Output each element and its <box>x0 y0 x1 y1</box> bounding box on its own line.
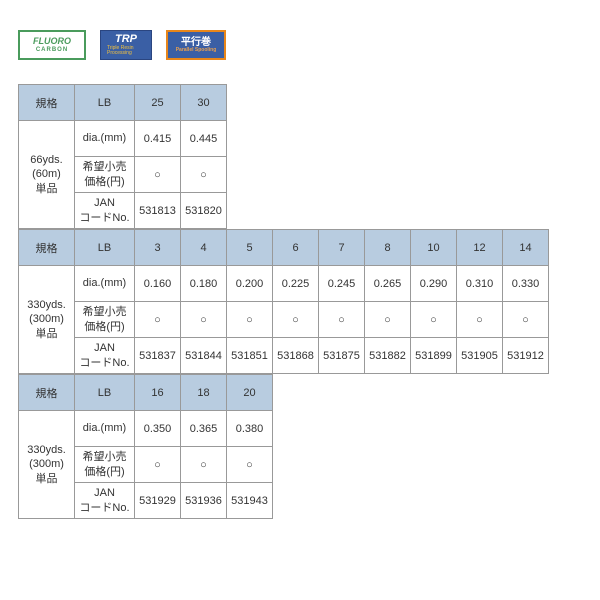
lb-header-cell: 8 <box>365 230 411 266</box>
table-cell: ○ <box>503 302 549 338</box>
spec-header: 規格 <box>19 230 75 266</box>
lb-header-cell: 4 <box>181 230 227 266</box>
table-row: JANコードNo. 531837531844531851531868531875… <box>19 338 549 374</box>
badge-row: FLUORO CARBON TRP Triple Resin Processin… <box>18 30 582 60</box>
table-row: 66yds.(60m)単品 dia.(mm) 0.4150.445 <box>19 121 227 157</box>
table-cell: ○ <box>135 157 181 193</box>
lb-header: LB <box>75 230 135 266</box>
table-cell: ○ <box>457 302 503 338</box>
lb-header-cell: 16 <box>135 375 181 411</box>
lb-header-cell: 10 <box>411 230 457 266</box>
lb-header-cell: 5 <box>227 230 273 266</box>
table-cell: ○ <box>365 302 411 338</box>
table-cell: 0.445 <box>181 121 227 157</box>
table-cell: 0.350 <box>135 411 181 447</box>
table-cell: 531912 <box>503 338 549 374</box>
trp-badge: TRP Triple Resin Processing <box>100 30 152 60</box>
table-row: 規格 LB 161820 <box>19 375 273 411</box>
table-cell: 531837 <box>135 338 181 374</box>
table-cell: ○ <box>227 302 273 338</box>
spec-header: 規格 <box>19 375 75 411</box>
table-cell: 531868 <box>273 338 319 374</box>
spec-header: 規格 <box>19 85 75 121</box>
table-cell: ○ <box>181 302 227 338</box>
badge-subtext: Parallel Spooling <box>176 48 217 54</box>
lb-header-cell: 30 <box>181 85 227 121</box>
lb-header-cell: 6 <box>273 230 319 266</box>
row-label: JANコードNo. <box>75 338 135 374</box>
table-row: 希望小売価格(円) ○○○○○○○○○ <box>19 302 549 338</box>
spec-table: 規格 LB 161820 330yds.(300m)単品 dia.(mm) 0.… <box>18 374 273 519</box>
table-cell: 531905 <box>457 338 503 374</box>
table-cell: 0.160 <box>135 266 181 302</box>
table-cell: 0.365 <box>181 411 227 447</box>
length-label: 330yds.(300m)単品 <box>19 411 75 519</box>
table-cell: 531851 <box>227 338 273 374</box>
table-cell: 0.310 <box>457 266 503 302</box>
row-label: 希望小売価格(円) <box>75 157 135 193</box>
table-cell: 0.290 <box>411 266 457 302</box>
row-label: 希望小売価格(円) <box>75 447 135 483</box>
table-cell: ○ <box>135 302 181 338</box>
table-cell: 531936 <box>181 483 227 519</box>
lb-header: LB <box>75 375 135 411</box>
spec-table: 規格 LB 345678101214 330yds.(300m)単品 dia.(… <box>18 229 549 374</box>
row-label: dia.(mm) <box>75 411 135 447</box>
table-cell: ○ <box>411 302 457 338</box>
row-label: dia.(mm) <box>75 266 135 302</box>
table-cell: 0.180 <box>181 266 227 302</box>
table-cell: 531813 <box>135 193 181 229</box>
lb-header-cell: 25 <box>135 85 181 121</box>
table-cell: 531820 <box>181 193 227 229</box>
spec-table: 規格 LB 2530 66yds.(60m)単品 dia.(mm) 0.4150… <box>18 84 227 229</box>
table-row: 330yds.(300m)単品 dia.(mm) 0.3500.3650.380 <box>19 411 273 447</box>
table-row: 規格 LB 345678101214 <box>19 230 549 266</box>
table-cell: 531929 <box>135 483 181 519</box>
table-cell: 0.225 <box>273 266 319 302</box>
length-label: 330yds.(300m)単品 <box>19 266 75 374</box>
badge-subtext: Triple Resin Processing <box>107 46 145 57</box>
table-cell: 0.245 <box>319 266 365 302</box>
table-row: 規格 LB 2530 <box>19 85 227 121</box>
table-cell: ○ <box>319 302 365 338</box>
table-cell: 0.415 <box>135 121 181 157</box>
table-cell: 531882 <box>365 338 411 374</box>
table-cell: 531899 <box>411 338 457 374</box>
row-label: JANコードNo. <box>75 193 135 229</box>
row-label: dia.(mm) <box>75 121 135 157</box>
table-cell: ○ <box>135 447 181 483</box>
table-cell: 0.380 <box>227 411 273 447</box>
lb-header-cell: 18 <box>181 375 227 411</box>
lb-header-cell: 20 <box>227 375 273 411</box>
spec-tables: 規格 LB 2530 66yds.(60m)単品 dia.(mm) 0.4150… <box>18 84 582 519</box>
lb-header-cell: 3 <box>135 230 181 266</box>
fluoro-carbon-badge: FLUORO CARBON <box>18 30 86 60</box>
badge-subtext: CARBON <box>36 47 68 54</box>
table-row: 330yds.(300m)単品 dia.(mm) 0.1600.1800.200… <box>19 266 549 302</box>
row-label: JANコードNo. <box>75 483 135 519</box>
lb-header-cell: 12 <box>457 230 503 266</box>
table-cell: 531943 <box>227 483 273 519</box>
table-cell: 531844 <box>181 338 227 374</box>
lb-header-cell: 14 <box>503 230 549 266</box>
table-cell: ○ <box>181 157 227 193</box>
table-cell: ○ <box>227 447 273 483</box>
table-cell: ○ <box>273 302 319 338</box>
lb-header-cell: 7 <box>319 230 365 266</box>
length-label: 66yds.(60m)単品 <box>19 121 75 229</box>
lb-header: LB <box>75 85 135 121</box>
table-cell: 0.265 <box>365 266 411 302</box>
row-label: 希望小売価格(円) <box>75 302 135 338</box>
parallel-spooling-badge: 平行巻 Parallel Spooling <box>166 30 226 60</box>
table-cell: ○ <box>181 447 227 483</box>
table-cell: 531875 <box>319 338 365 374</box>
badge-text: TRP <box>115 33 137 45</box>
table-cell: 0.330 <box>503 266 549 302</box>
badge-text: FLUORO <box>33 37 71 47</box>
table-cell: 0.200 <box>227 266 273 302</box>
